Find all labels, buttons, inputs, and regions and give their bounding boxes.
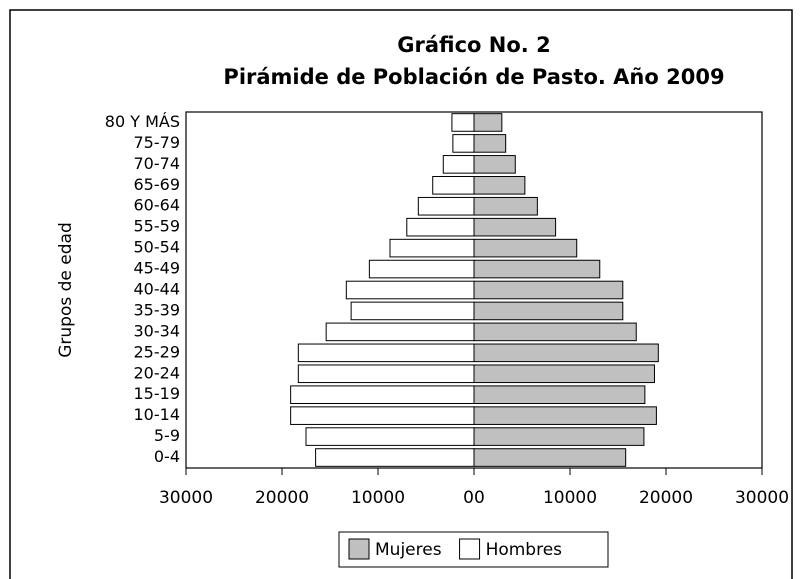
bar: [473, 155, 516, 174]
x-tick-label: 30000: [735, 488, 789, 508]
legend-box: [338, 531, 609, 568]
y-tick-label: 55-59: [134, 217, 181, 236]
bar: [290, 406, 475, 425]
legend-swatch: [459, 538, 481, 560]
x-tick-label: 10000: [351, 488, 405, 508]
y-tick-label: 60-64: [134, 196, 181, 215]
chart-title: Gráfico No. 2: [397, 33, 550, 57]
y-tick-label: 45-49: [134, 259, 181, 278]
y-axis-label: Grupos de edad: [56, 222, 76, 358]
bar: [350, 301, 475, 321]
chart-title: Pirámide de Población de Pasto. Año 2009: [223, 65, 724, 89]
bar: [452, 134, 475, 153]
bar: [473, 259, 601, 279]
y-tick-label: 20-24: [134, 363, 181, 382]
y-tick-label: 30-34: [134, 321, 181, 340]
bar: [290, 385, 475, 405]
bar: [473, 427, 645, 446]
bar: [473, 343, 659, 363]
legend-label: Mujeres: [375, 540, 442, 560]
bar: [473, 196, 538, 216]
legend-swatch: [348, 538, 370, 560]
y-tick-label: 70-74: [134, 154, 181, 173]
bar: [473, 322, 637, 342]
x-tick-label: 10000: [543, 488, 597, 508]
y-tick-label: 65-69: [134, 175, 181, 194]
x-tick-label: 20000: [639, 488, 693, 508]
bar: [297, 343, 475, 363]
y-tick-label: 35-39: [134, 300, 181, 319]
bar: [432, 175, 475, 195]
x-tick-label: 30000: [159, 488, 213, 508]
x-tick-label: 00: [463, 488, 485, 508]
bar: [315, 448, 475, 467]
bar: [297, 364, 475, 384]
bar: [473, 113, 503, 132]
y-tick-label: 75-79: [134, 133, 181, 152]
bar: [473, 175, 526, 195]
bar: [345, 280, 475, 300]
bar: [473, 448, 627, 467]
bar: [417, 196, 475, 216]
y-tick-label: 25-29: [134, 342, 181, 361]
bar: [406, 217, 475, 237]
bar: [473, 238, 578, 258]
frame: [9, 9, 793, 579]
bar: [442, 155, 475, 174]
bar: [473, 385, 646, 405]
y-tick-label: 15-19: [134, 384, 181, 403]
bar: [473, 280, 624, 300]
x-tick-label: 20000: [255, 488, 309, 508]
bar: [325, 322, 475, 342]
legend-label: Hombres: [486, 540, 563, 560]
bar: [305, 427, 475, 446]
bar: [389, 238, 475, 258]
bar: [473, 364, 655, 384]
bar: [473, 217, 557, 237]
y-tick-label: 50-54: [134, 238, 181, 257]
bar: [473, 134, 507, 153]
bar: [473, 406, 657, 425]
bar: [451, 113, 475, 132]
bar: [368, 259, 475, 279]
y-tick-label: 10-14: [134, 405, 181, 424]
bar: [473, 301, 624, 321]
y-tick-label: 80 Y MÁS: [105, 112, 180, 131]
y-tick-label: 0-4: [154, 447, 180, 466]
y-tick-label: 40-44: [134, 280, 181, 299]
y-tick-label: 5-9: [154, 426, 180, 445]
